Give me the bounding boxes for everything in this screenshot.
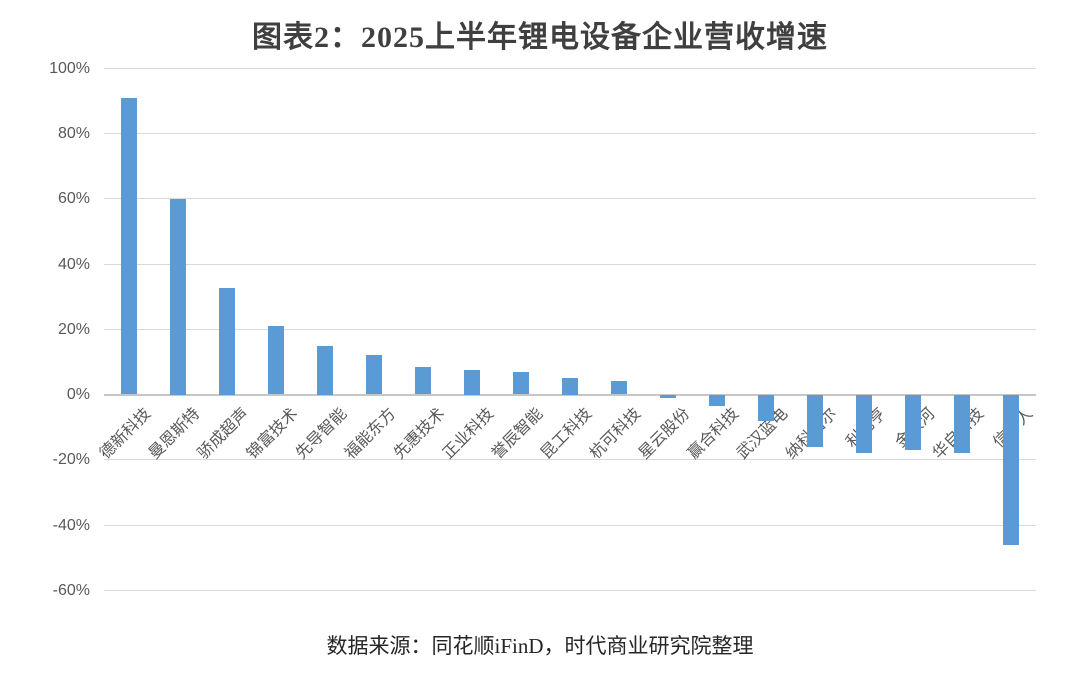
x-axis-category-label: 誉辰智能 [488,405,547,463]
gridline [104,524,1036,526]
x-axis-category-label: 先惠技术 [390,405,449,463]
bar [365,355,382,395]
bar [660,394,677,398]
x-axis-category-label: 锦富技术 [243,405,301,463]
gridline [104,67,1036,69]
bar [120,97,137,395]
x-axis-category-label: 赢合科技 [685,405,743,463]
x-axis-category-label: 昆工科技 [537,405,596,463]
x-axis-category-label: 骄成超声 [194,405,252,463]
data-source-note: 数据来源：同花顺iFinD，时代商业研究院整理 [326,634,754,658]
y-axis-tick-label: -20% [52,451,90,469]
y-axis-tick-label: 20% [57,320,90,338]
gridline [104,328,1036,330]
x-axis-category-label: 杭可科技 [587,405,645,463]
bar [856,394,873,454]
y-axis-tick-label: 0% [66,386,90,403]
bar [218,288,235,395]
gridline [104,459,1036,461]
gridline [104,263,1036,265]
bar [954,394,971,454]
bar [414,366,431,395]
gridline [104,589,1036,591]
y-axis-tick-label: 60% [57,190,90,208]
bar [1003,394,1020,545]
bar [512,371,529,395]
x-axis-zero-line [104,393,1036,396]
chart-title: 图表2：2025上半年锂电设备企业营收增速 [252,21,828,54]
x-axis-category-label: 星云股份 [636,405,694,463]
y-axis-tick-label: 100% [49,59,90,77]
gridline [104,133,1036,134]
bar [758,394,775,421]
bar [169,198,186,395]
bar [267,325,284,395]
bar [611,381,628,395]
y-axis-tick-label: -60% [52,581,90,599]
bar [709,394,726,406]
y-axis-tick-label: -40% [52,516,90,534]
gridline [104,198,1036,200]
bar [562,378,578,395]
bar [463,370,480,395]
bar [807,394,824,447]
x-axis-category-label: 曼恩斯特 [145,405,203,463]
x-axis-category-label: 正业科技 [439,405,498,463]
bar [316,345,333,395]
x-axis-category-label: 德新科技 [96,405,154,463]
x-axis-category-label: 福能东方 [341,405,400,463]
y-axis-tick-label: 80% [57,125,90,142]
y-axis-tick-label: 40% [57,255,90,273]
x-axis-category-label: 先导智能 [292,405,351,463]
bar [905,394,922,450]
